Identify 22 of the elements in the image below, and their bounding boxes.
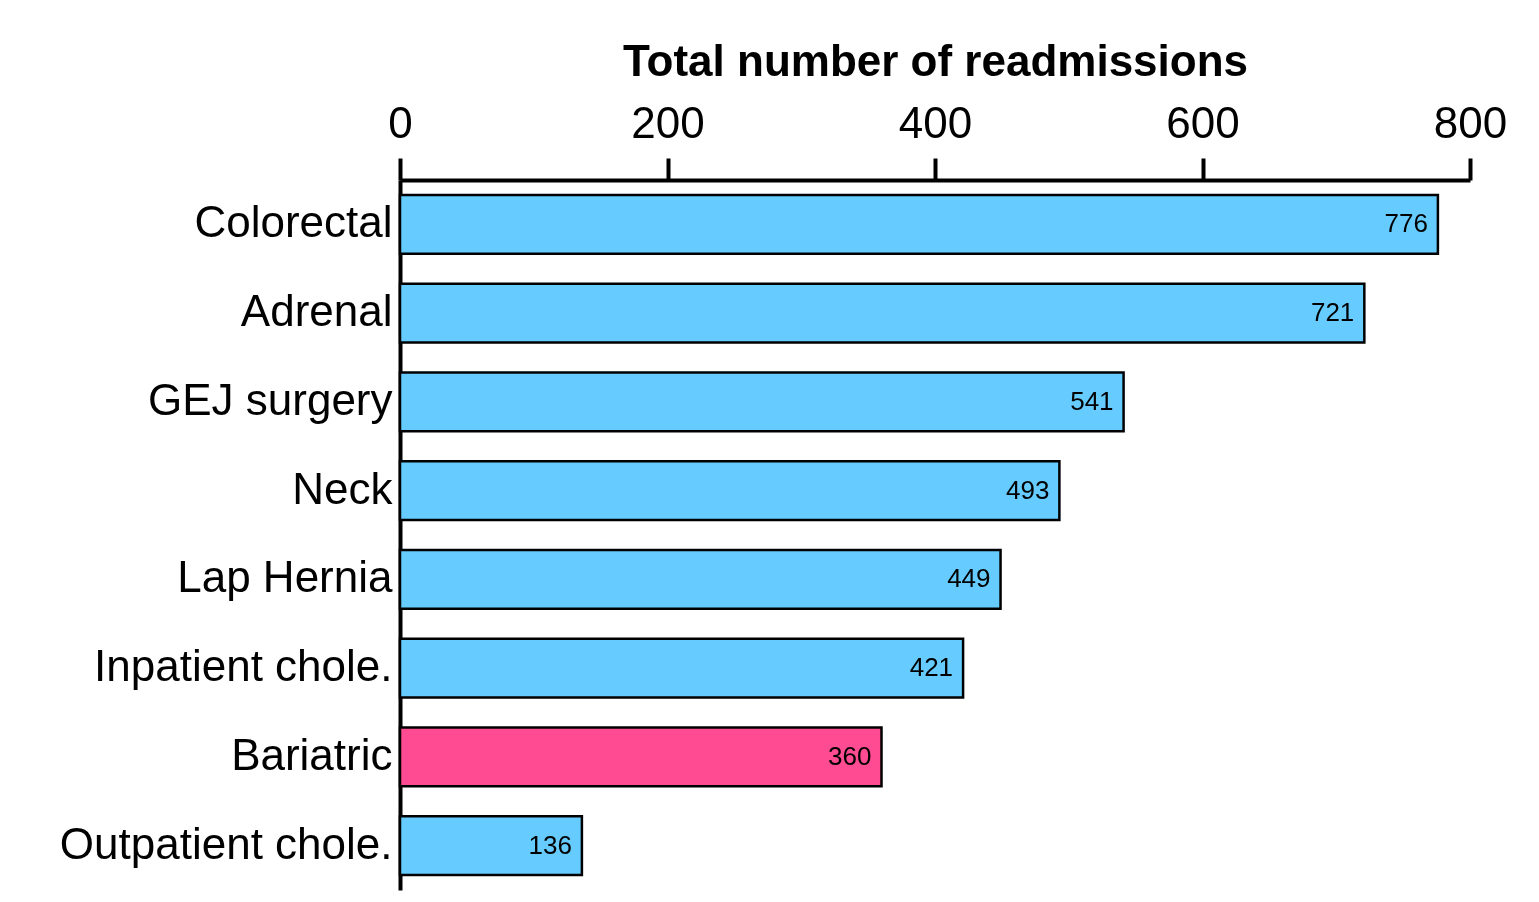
y-tick-label: Lap Hernia <box>177 552 394 602</box>
y-tick-label: Neck <box>292 463 394 513</box>
data-label: 421 <box>909 652 954 683</box>
data-label: 449 <box>947 563 991 594</box>
x-tick-label: 0 <box>388 97 413 147</box>
data-label: 721 <box>1310 297 1355 328</box>
x-tick-label: 800 <box>1433 97 1508 147</box>
y-tick-label: GEJ surgery <box>147 374 393 424</box>
data-label: 541 <box>1070 385 1114 416</box>
y-tick-label: Adrenal <box>240 286 393 336</box>
data-label: 360 <box>828 740 872 771</box>
x-axis-title: Total number of readmissions <box>622 35 1249 85</box>
x-tick-label: 400 <box>898 97 973 147</box>
data-label: 776 <box>1384 208 1428 239</box>
data-label: 493 <box>1006 474 1050 505</box>
x-tick-label: 200 <box>631 97 705 147</box>
y-tick-label: Bariatric <box>231 729 393 779</box>
data-label: 136 <box>528 829 572 860</box>
x-tick-label: 600 <box>1166 97 1240 147</box>
y-tick-label: Outpatient chole. <box>59 818 393 868</box>
y-tick-label: Colorectal <box>194 197 393 247</box>
y-tick-label: Inpatient chole. <box>94 641 393 691</box>
